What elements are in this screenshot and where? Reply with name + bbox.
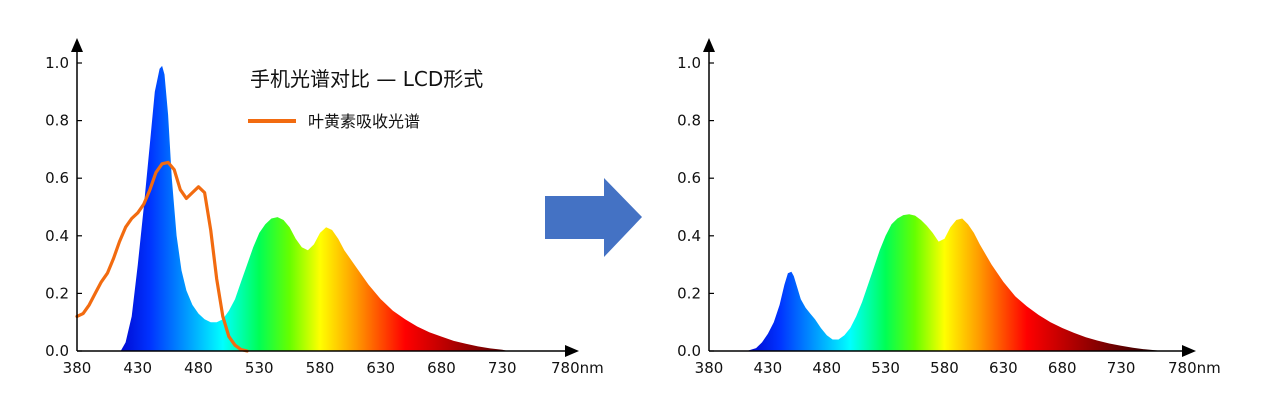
right-axes: [703, 38, 1196, 357]
legend-label-absorption: 叶黄素吸收光谱: [308, 112, 420, 131]
x-tick-label: 380: [695, 359, 724, 377]
spectrum-area: [120, 65, 509, 352]
y-tick-label: 0.6: [45, 169, 69, 187]
x-axis-arrowhead: [1182, 345, 1196, 357]
spectrum-area: [746, 214, 1163, 351]
x-tick-label: 630: [989, 359, 1018, 377]
x-tick-label: 780nm: [551, 359, 604, 377]
right-tick-labels: 0.0 0.2 0.4 0.6 0.8 1.0 380 430 480 530 580 630 680 7…: [677, 54, 1221, 377]
x-tick-label: 730: [1107, 359, 1136, 377]
y-tick-label: 0.0: [45, 342, 69, 360]
right-spectrum-area-layer: [746, 214, 1163, 351]
y-axis-arrowhead: [703, 38, 715, 52]
y-tick-label: 0.8: [677, 112, 701, 130]
x-tick-label: 680: [427, 359, 456, 377]
x-tick-label: 480: [812, 359, 841, 377]
chart-title: 手机光谱对比 — LCD形式: [250, 67, 483, 91]
x-tick-label: 730: [488, 359, 517, 377]
x-tick-label: 480: [184, 359, 213, 377]
x-tick-label: 780nm: [1168, 359, 1221, 377]
x-tick-label: 630: [366, 359, 395, 377]
x-tick-label: 680: [1048, 359, 1077, 377]
x-tick-label: 580: [306, 359, 335, 377]
absorption-line: [75, 160, 249, 353]
left-spectrum-area-layer: [120, 65, 509, 352]
y-axis-arrowhead: [71, 38, 83, 52]
x-tick-label: 430: [754, 359, 783, 377]
left-spectrum-chart: 0.0 0.2 0.4 0.6 0.8 1.0 380 430 480 530 580 630 680 7…: [45, 38, 604, 377]
right-arrow-icon: [545, 178, 642, 257]
x-tick-label: 530: [245, 359, 274, 377]
x-tick-label: 580: [930, 359, 959, 377]
x-tick-label: 430: [123, 359, 152, 377]
y-tick-label: 1.0: [45, 54, 69, 72]
y-tick-label: 0.2: [677, 284, 701, 302]
right-spectrum-chart: 0.0 0.2 0.4 0.6 0.8 1.0 380 430 480 530 580 630 680 7…: [677, 38, 1221, 377]
legend: 叶黄素吸收光谱: [248, 112, 420, 131]
y-tick-label: 0.8: [45, 112, 69, 130]
x-axis-arrowhead: [565, 345, 579, 357]
y-tick-label: 0.0: [677, 342, 701, 360]
left-absorption-line-layer: [75, 160, 249, 353]
y-tick-label: 1.0: [677, 54, 701, 72]
y-tick-label: 0.2: [45, 284, 69, 302]
x-tick-label: 530: [871, 359, 900, 377]
y-tick-label: 0.6: [677, 169, 701, 187]
y-tick-label: 0.4: [677, 227, 701, 245]
left-axes: [71, 38, 579, 357]
left-tick-labels: 0.0 0.2 0.4 0.6 0.8 1.0 380 430 480 530 580 630 680 7…: [45, 54, 604, 377]
y-tick-label: 0.4: [45, 227, 69, 245]
x-tick-label: 380: [63, 359, 92, 377]
